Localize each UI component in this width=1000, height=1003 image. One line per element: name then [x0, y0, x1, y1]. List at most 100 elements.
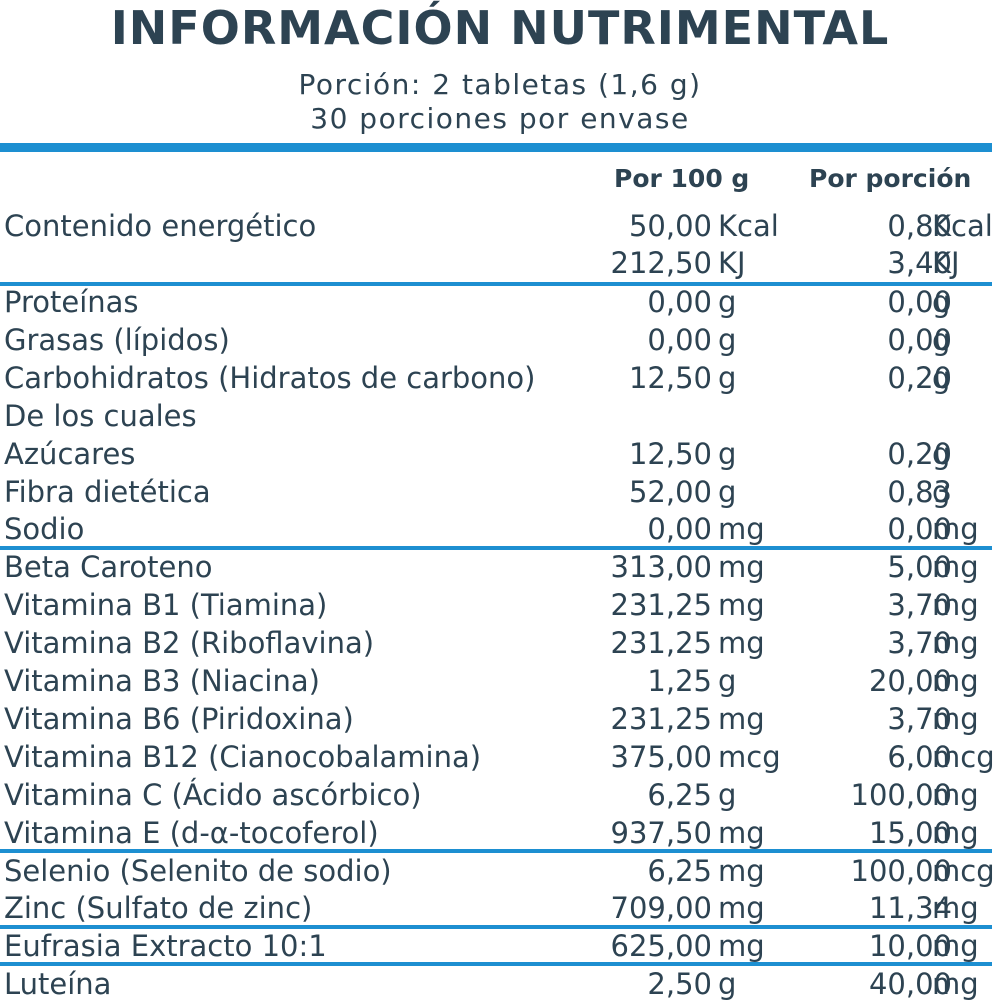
nutrient-row: Eufrasia Extracto 10:1 625,00 mg 10,00 mg: [0, 927, 1000, 965]
section-rule: [0, 546, 992, 550]
nutrient-row: Vitamina B3 (Niacina) 1,25 g 20,00 mg: [0, 662, 1000, 700]
nutrient-label: Carbohidratos (Hidratos de carbono): [4, 360, 536, 395]
nutrient-label: Vitamina B1 (Tiamina): [4, 588, 328, 623]
unit-per-serving: g: [932, 436, 951, 471]
nutrient-row: Vitamina B12 (Cianocobalamina) 375,00 mcg 6…: [0, 738, 1000, 776]
unit-per-100g: mg: [718, 891, 765, 926]
nutrient-label: Proteínas: [4, 285, 139, 319]
value-per-100g: 231,25: [610, 588, 712, 623]
unit-per-100g: g: [718, 322, 737, 357]
value-per-serving: 100,00: [850, 777, 952, 812]
value-per-serving: 20,00: [868, 664, 952, 698]
unit-per-serving: mg: [932, 777, 979, 812]
nutrient-row: Vitamina E (d-α-tocoferol) 937,50 mg 15,00 m…: [0, 814, 1000, 852]
value-per-serving: 0,00: [887, 322, 952, 357]
unit-per-serving: g: [932, 285, 951, 319]
nutrient-label: Vitamina B3 (Niacina): [4, 664, 320, 698]
nutrient-row: Grasas (lípidos) 0,00 g 0,00 g: [0, 321, 1000, 359]
unit-per-100g: mg: [718, 815, 765, 850]
value-per-serving: 5,00: [887, 550, 952, 585]
nutrient-row: De los cuales: [0, 397, 1000, 435]
energy-kcal-row: Contenido energético 50,00 Kcal 0,80 Kca…: [0, 207, 1000, 245]
unit-per-serving: g: [932, 322, 951, 357]
value-per-serving: 10,00: [868, 929, 952, 964]
value-per-100g: 0,00: [647, 285, 712, 319]
section-rule: [0, 849, 992, 853]
nutrient-label: Luteína: [4, 967, 112, 1002]
section-rule: [0, 962, 992, 966]
value-per-serving: 0,20: [887, 436, 952, 471]
nutrient-row: Proteínas 0,00 g 0,00 g: [0, 283, 1000, 321]
value-per-100g: 12,50: [628, 436, 712, 471]
value-per-serving: 3,70: [887, 701, 952, 736]
unit-per-100g: mg: [718, 626, 765, 661]
unit-per-100g: g: [718, 967, 737, 1002]
value-per-100g: 709,00: [610, 891, 712, 926]
nutrient-row: Carbohidratos (Hidratos de carbono) 12,50…: [0, 359, 1000, 397]
section-rule: [0, 925, 992, 929]
value-per-serving: 11,34: [868, 891, 952, 926]
value-per-serving: 15,00: [868, 815, 952, 850]
serving-size: Porción: 2 tabletas (1,6 g): [298, 68, 702, 101]
value-per-serving: 0,83: [887, 474, 952, 509]
value-per-100g: 231,25: [610, 701, 712, 736]
col-header-per-100g: Por 100 g: [614, 164, 750, 193]
nutrient-label: Azúcares: [4, 436, 136, 471]
nutrient-label: Vitamina B12 (Cianocobalamina): [4, 739, 482, 774]
value-per-100g: 12,50: [628, 360, 712, 395]
unit-per-100g: g: [718, 360, 737, 395]
unit-per-100g: g: [718, 664, 737, 698]
unit-per-serving: mg: [932, 815, 979, 850]
value-per-100g: 937,50: [610, 815, 712, 850]
energy-label: Contenido energético: [4, 209, 317, 243]
top-rule: [0, 143, 992, 152]
energy-kj-unit-2: KJ: [932, 246, 960, 280]
value-per-100g: 52,00: [628, 474, 712, 509]
nutrient-row: Luteína 2,50 g 40,00 mg: [0, 965, 1000, 1003]
energy-kj-unit-1: KJ: [718, 246, 746, 280]
nutrient-row: Vitamina B6 (Piridoxina) 231,25 mg 3,70 mg: [0, 700, 1000, 738]
value-per-serving: 0,00: [887, 285, 952, 319]
energy-kj-per-100g: 212,50: [610, 246, 712, 280]
nutrient-row: Vitamina C (Ácido ascórbico) 6,25 g 100,00 m…: [0, 776, 1000, 814]
nutrient-row: Vitamina B1 (Tiamina) 231,25 mg 3,70 mg: [0, 586, 1000, 624]
nutrient-label: Vitamina B6 (Piridoxina): [4, 701, 354, 736]
unit-per-serving: mg: [932, 550, 979, 585]
energy-kcal-per-100g: 50,00: [628, 209, 712, 243]
energy-kj-per-serving: 3,40: [887, 246, 952, 280]
unit-per-100g: mcg: [718, 739, 781, 774]
unit-per-100g: mg: [718, 550, 765, 585]
value-per-serving: 100,00: [850, 853, 952, 888]
unit-per-serving: g: [932, 360, 951, 395]
nutrient-row: Zinc (Sulfato de zinc) 709,00 mg 11,34 mg: [0, 889, 1000, 927]
value-per-100g: 625,00: [610, 929, 712, 964]
unit-per-100g: g: [718, 474, 737, 509]
unit-per-100g: mg: [718, 701, 765, 736]
nutrient-label: Zinc (Sulfato de zinc): [4, 891, 313, 926]
value-per-100g: 6,25: [647, 853, 712, 888]
unit-per-100g: g: [718, 285, 737, 319]
nutrient-label: Sodio: [4, 512, 85, 547]
unit-per-100g: mg: [718, 853, 765, 888]
energy-kj-row: 212,50 KJ 3,40 KJ: [0, 244, 1000, 282]
unit-per-serving: mg: [932, 891, 979, 926]
value-per-100g: 2,50: [647, 967, 712, 1002]
unit-per-serving: mcg: [932, 739, 995, 774]
nutrient-label: Vitamina C (Ácido ascórbico): [4, 777, 422, 812]
unit-per-serving: mg: [932, 701, 979, 736]
value-per-100g: 375,00: [610, 739, 712, 774]
nutrient-row: Sodio 0,00 mg 0,00 mg: [0, 510, 1000, 548]
unit-per-100g: mg: [718, 588, 765, 623]
unit-per-serving: mg: [932, 588, 979, 623]
unit-per-serving: mg: [932, 512, 979, 547]
unit-per-100g: mg: [718, 512, 765, 547]
value-per-serving: 3,70: [887, 588, 952, 623]
nutrient-label: Beta Caroteno: [4, 550, 213, 585]
energy-kcal-unit-1: Kcal: [718, 209, 779, 243]
nutrient-label: Vitamina B2 (Riboflavina): [4, 626, 375, 661]
energy-kcal-per-serving: 0,80: [887, 209, 952, 243]
nutrient-row: Beta Caroteno 313,00 mg 5,00 mg: [0, 548, 1000, 586]
value-per-100g: 0,00: [647, 512, 712, 547]
col-header-per-serving: Por porción: [809, 164, 972, 193]
unit-per-serving: mg: [932, 626, 979, 661]
